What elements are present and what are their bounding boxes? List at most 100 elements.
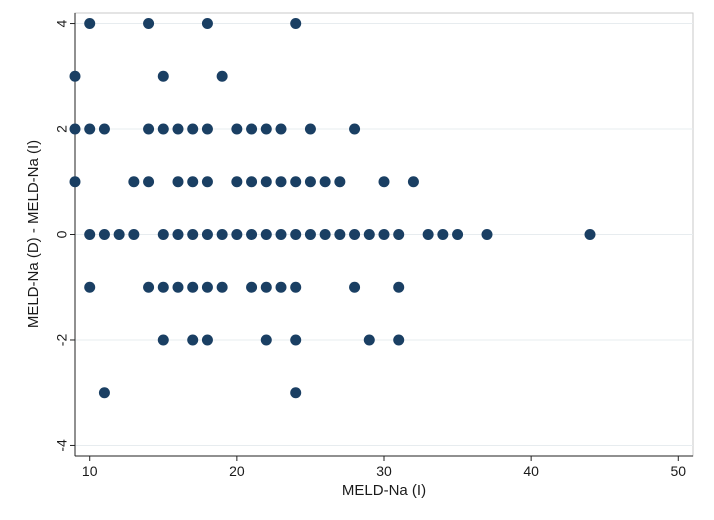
data-point	[187, 281, 199, 293]
data-point	[246, 176, 258, 188]
data-point	[84, 229, 96, 240]
data-point	[84, 123, 96, 135]
data-point	[260, 281, 272, 293]
y-tick-label: 0	[54, 230, 70, 238]
y-tick-label: 4	[54, 19, 70, 27]
data-point	[304, 229, 316, 240]
data-point	[98, 387, 110, 399]
x-tick-label: 50	[670, 463, 686, 479]
data-point	[246, 123, 258, 135]
data-point	[349, 281, 361, 293]
data-point	[349, 123, 361, 135]
data-point	[187, 123, 199, 135]
data-point	[319, 229, 331, 240]
data-point	[69, 176, 81, 188]
data-point	[69, 123, 81, 135]
data-point	[172, 123, 184, 135]
data-point	[187, 334, 199, 346]
data-point	[422, 229, 434, 240]
data-point	[437, 229, 449, 240]
data-point	[172, 176, 184, 188]
data-point	[334, 229, 346, 240]
data-point	[304, 123, 316, 135]
data-point	[69, 70, 81, 82]
data-point	[98, 229, 110, 240]
data-point	[84, 281, 96, 293]
data-point	[319, 176, 331, 188]
data-point	[143, 123, 155, 135]
x-tick-label: 30	[376, 463, 392, 479]
data-point	[349, 229, 361, 240]
data-point	[84, 18, 96, 30]
data-point	[157, 281, 169, 293]
data-point	[334, 176, 346, 188]
data-point	[275, 176, 287, 188]
data-point	[201, 334, 213, 346]
data-point	[260, 334, 272, 346]
data-point	[201, 281, 213, 293]
data-point	[231, 229, 243, 240]
data-point	[157, 123, 169, 135]
data-point	[172, 281, 184, 293]
data-point	[246, 229, 258, 240]
data-point	[275, 229, 287, 240]
data-point	[260, 123, 272, 135]
data-point	[216, 70, 228, 82]
data-point	[393, 281, 405, 293]
y-tick-label: 2	[54, 125, 70, 133]
data-point	[216, 229, 228, 240]
data-point	[201, 176, 213, 188]
x-tick-label: 40	[523, 463, 539, 479]
y-tick-label: -2	[54, 334, 70, 347]
data-point	[407, 176, 419, 188]
data-point	[290, 229, 302, 240]
data-point	[143, 176, 155, 188]
data-points	[69, 18, 596, 399]
data-point	[231, 123, 243, 135]
data-point	[260, 176, 272, 188]
y-tick-label: -4	[54, 439, 70, 452]
data-point	[584, 229, 596, 240]
data-point	[246, 281, 258, 293]
data-point	[201, 123, 213, 135]
data-point	[260, 229, 272, 240]
x-axis-title: MELD-Na (I)	[342, 482, 426, 499]
data-point	[201, 229, 213, 240]
data-point	[393, 229, 405, 240]
data-point	[378, 229, 390, 240]
data-point	[187, 229, 199, 240]
data-point	[187, 176, 199, 188]
data-point	[363, 229, 375, 240]
data-point	[290, 334, 302, 346]
data-point	[481, 229, 493, 240]
y-axis-title: MELD-Na (D) - MELD-Na (I)	[25, 140, 42, 328]
y-axis-ticks: 4 2 0 -2 -4	[54, 19, 75, 452]
data-point	[290, 18, 302, 30]
data-point	[216, 281, 228, 293]
data-point	[290, 387, 302, 399]
data-point	[393, 334, 405, 346]
data-point	[143, 18, 155, 30]
x-tick-label: 20	[229, 463, 245, 479]
x-tick-label: 10	[82, 463, 98, 479]
data-point	[157, 229, 169, 240]
data-point	[452, 229, 464, 240]
data-point	[143, 281, 155, 293]
data-point	[231, 176, 243, 188]
data-point	[157, 70, 169, 82]
data-point	[128, 176, 140, 188]
data-point	[304, 176, 316, 188]
data-point	[157, 334, 169, 346]
data-point	[128, 229, 140, 240]
data-point	[363, 334, 375, 346]
data-point	[275, 281, 287, 293]
data-point	[290, 281, 302, 293]
data-point	[172, 229, 184, 240]
x-axis-ticks: 10 20 30 40 50	[82, 456, 686, 479]
data-point	[275, 123, 287, 135]
data-point	[98, 123, 110, 135]
data-point	[290, 176, 302, 188]
data-point	[113, 229, 125, 240]
